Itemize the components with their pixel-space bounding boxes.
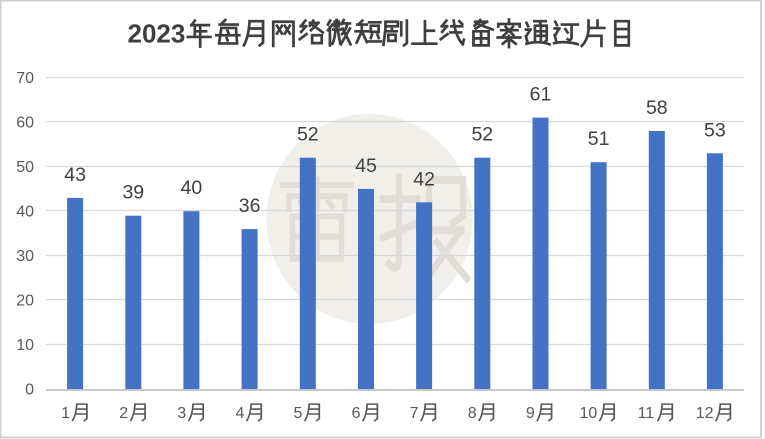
svg-text:50: 50	[16, 159, 34, 176]
svg-text:9: 9	[526, 405, 535, 422]
svg-text:40: 40	[16, 204, 34, 221]
svg-text:61: 61	[530, 84, 552, 106]
svg-text:52: 52	[471, 124, 493, 146]
svg-text:58: 58	[646, 97, 668, 119]
svg-text:20: 20	[16, 293, 34, 310]
svg-text:1: 1	[61, 405, 70, 422]
svg-text:42: 42	[413, 168, 435, 190]
svg-text:52: 52	[297, 124, 319, 146]
svg-text:8: 8	[468, 405, 477, 422]
svg-text:10: 10	[16, 337, 34, 354]
svg-text:45: 45	[355, 155, 377, 177]
svg-text:70: 70	[16, 70, 34, 87]
svg-text:39: 39	[122, 182, 144, 204]
svg-text:43: 43	[64, 164, 86, 186]
svg-text:6: 6	[352, 405, 361, 422]
svg-text:11: 11	[638, 405, 655, 422]
svg-text:0: 0	[25, 382, 34, 399]
svg-text:36: 36	[239, 195, 261, 217]
svg-text:40: 40	[181, 177, 203, 199]
svg-text:7: 7	[410, 405, 419, 422]
svg-text:4: 4	[236, 405, 245, 422]
svg-text:5: 5	[294, 405, 303, 422]
svg-text:30: 30	[16, 248, 34, 265]
svg-text:12: 12	[696, 405, 714, 422]
svg-text:2023: 2023	[128, 18, 186, 48]
svg-text:53: 53	[704, 119, 726, 141]
svg-text:51: 51	[588, 128, 610, 150]
svg-text:10: 10	[580, 405, 598, 422]
svg-text:60: 60	[16, 115, 34, 132]
svg-text:3: 3	[177, 405, 186, 422]
svg-text:2: 2	[119, 405, 128, 422]
